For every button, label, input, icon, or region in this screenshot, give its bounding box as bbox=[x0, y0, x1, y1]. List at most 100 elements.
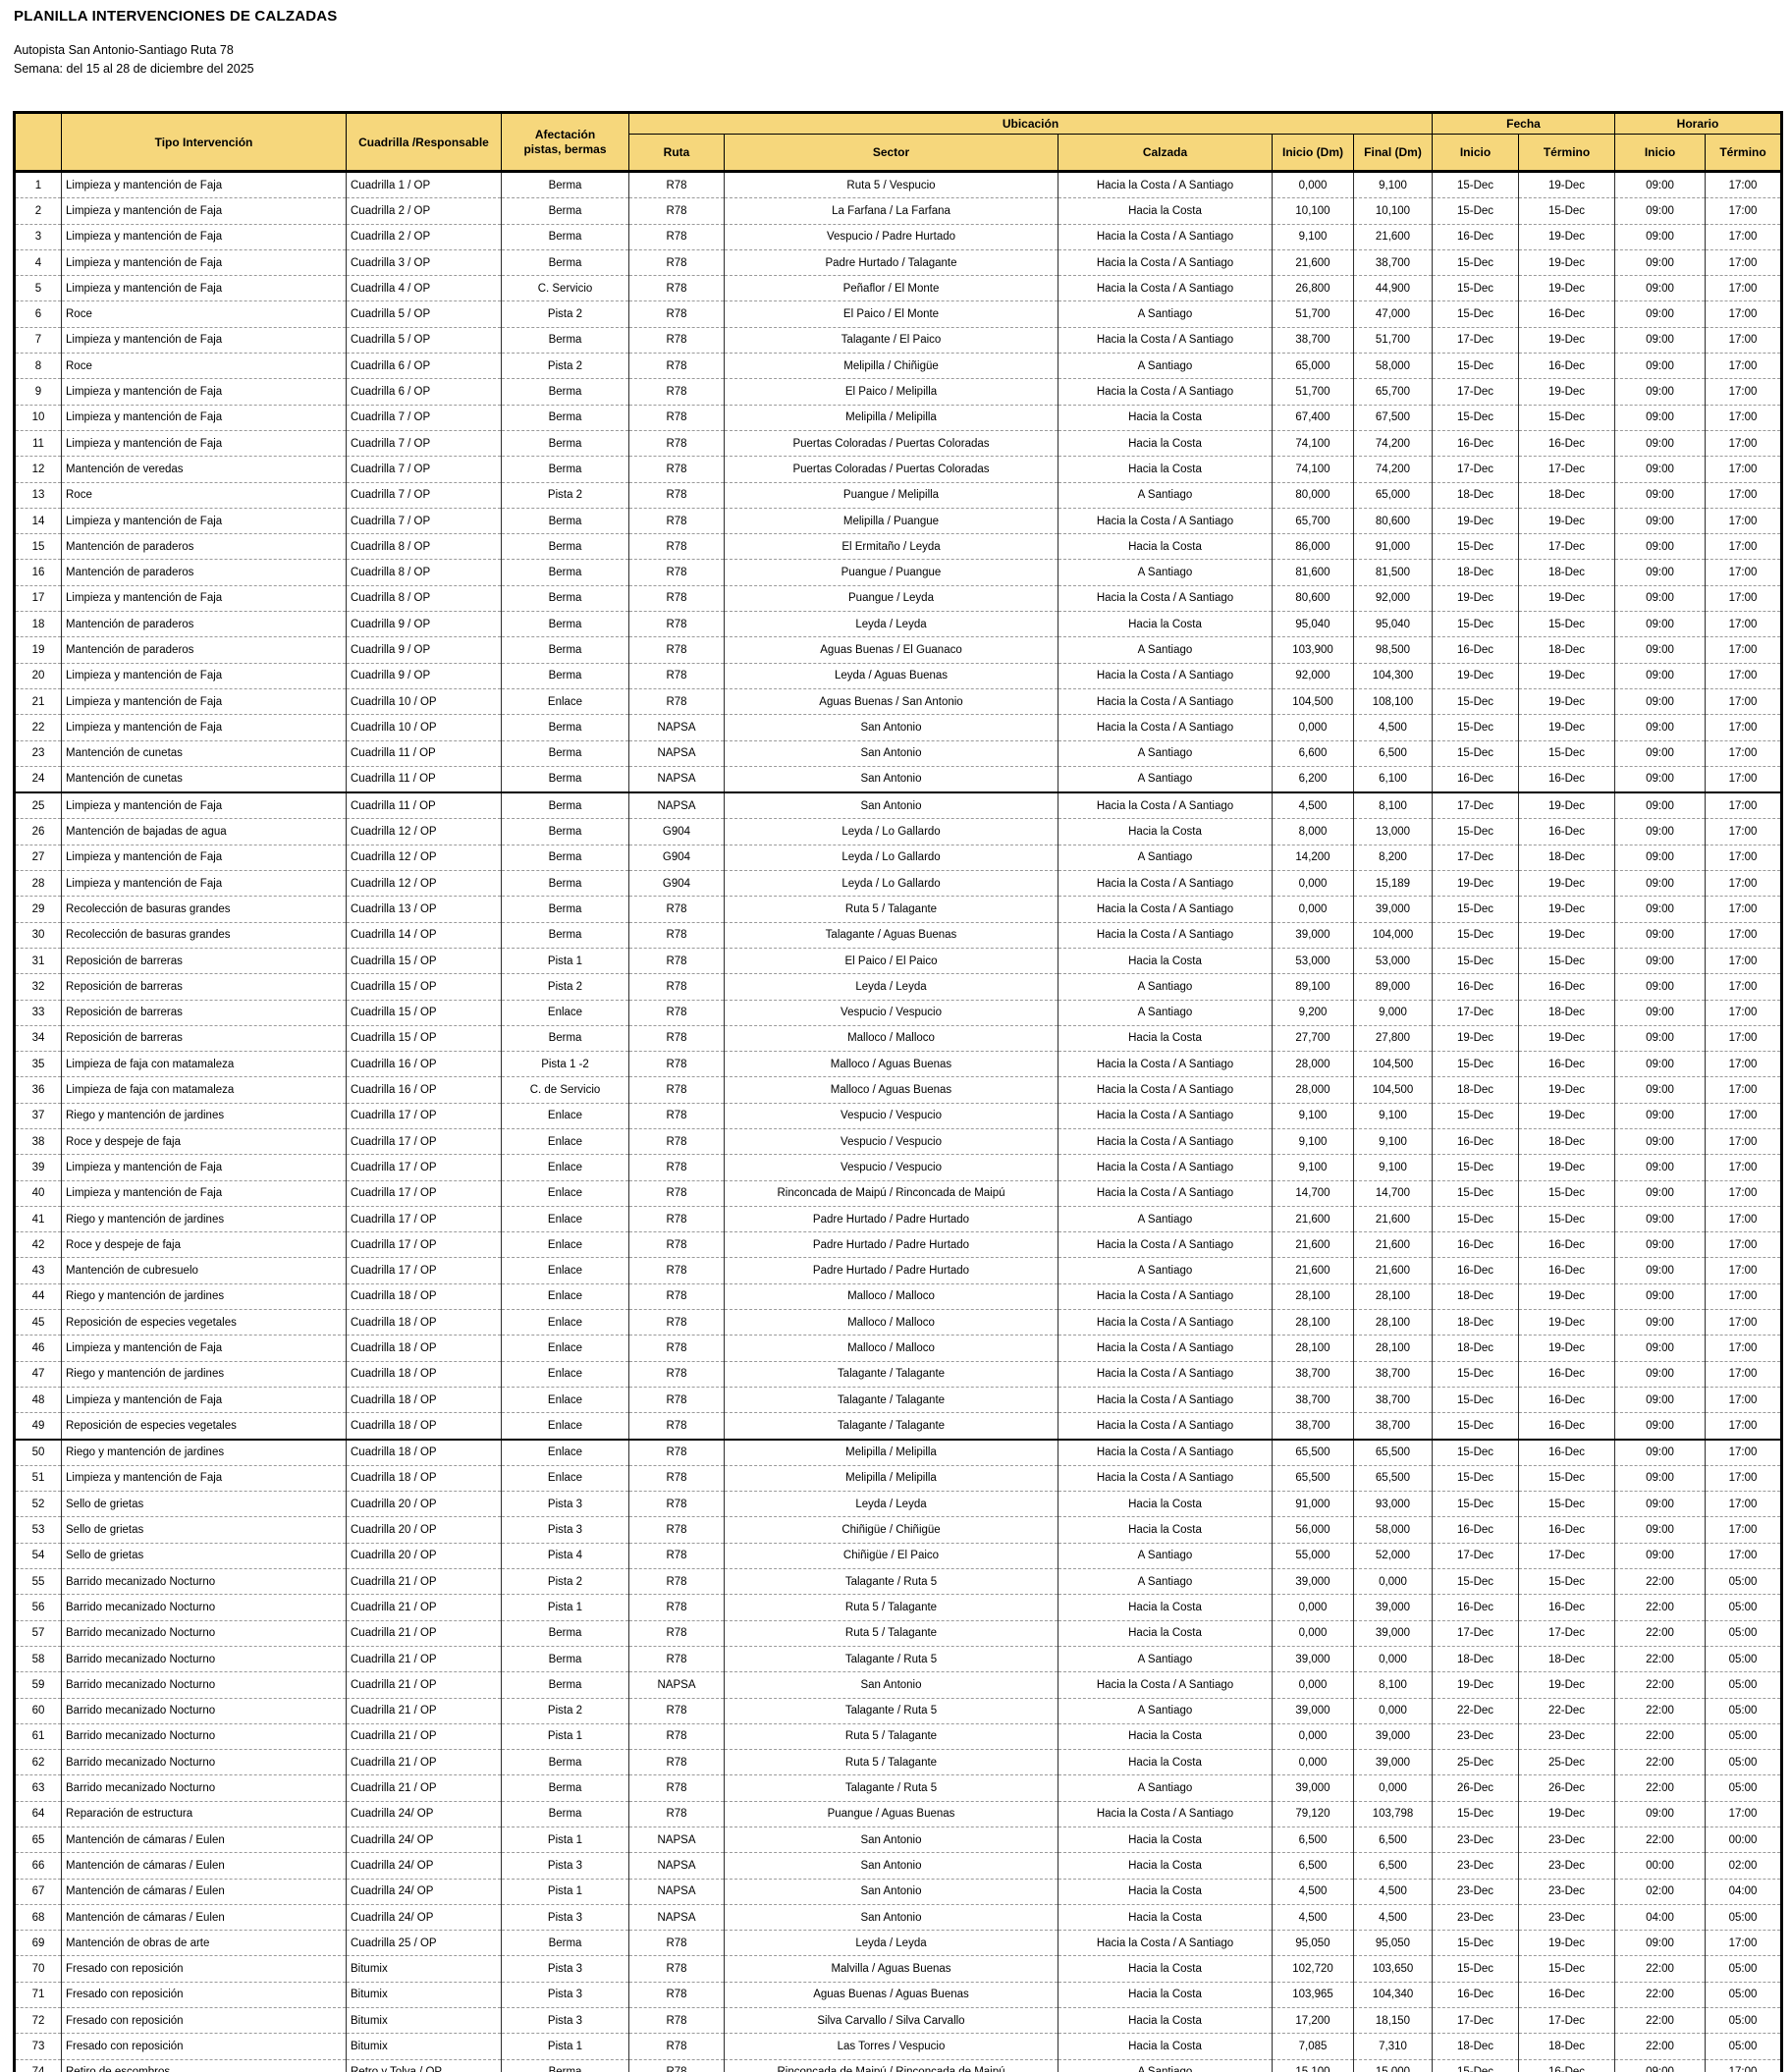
cell-horario-termino: 17:00 bbox=[1705, 1154, 1783, 1181]
subtitle-route: Autopista San Antonio-Santiago Ruta 78 bbox=[14, 43, 234, 57]
cell-cuadrilla-responsable: Cuadrilla 12 / OP bbox=[346, 870, 502, 897]
cell-fecha-termino: 19-Dec bbox=[1518, 275, 1616, 301]
cell-ruta: R78 bbox=[628, 2033, 725, 2060]
cell-num: 10 bbox=[14, 404, 62, 431]
cell-fecha-inicio: 15-Dec bbox=[1432, 171, 1520, 198]
cell-horario-inicio: 09:00 bbox=[1614, 1930, 1707, 1956]
cell-ruta: R78 bbox=[628, 1282, 725, 1310]
cell-tipo-intervencion: Sello de grietas bbox=[61, 1491, 347, 1517]
cell-sector: San Antonio bbox=[724, 1671, 1058, 1699]
cell-sector: Ruta 5 / Talagante bbox=[724, 896, 1058, 923]
cell-inicio-dm: 0,000 bbox=[1272, 714, 1354, 741]
table-row: 38 Roce y despeje de faja Cuadrilla 17 / O… bbox=[14, 1127, 1783, 1155]
cell-sector: Padre Hurtado / Padre Hurtado bbox=[724, 1257, 1058, 1284]
cell-fecha-inicio: 18-Dec bbox=[1432, 559, 1520, 586]
cell-afectacion: Berma bbox=[501, 429, 629, 457]
cell-fecha-inicio: 15-Dec bbox=[1432, 1955, 1520, 1983]
cell-horario-termino: 17:00 bbox=[1705, 1024, 1783, 1052]
cell-tipo-intervencion: Reposición de especies vegetales bbox=[61, 1309, 347, 1336]
cell-fecha-termino: 16-Dec bbox=[1518, 1594, 1616, 1621]
cell-cuadrilla-responsable: Cuadrilla 12 / OP bbox=[346, 818, 502, 845]
cell-fecha-termino: 25-Dec bbox=[1518, 1749, 1616, 1775]
cell-horario-termino: 17:00 bbox=[1705, 275, 1783, 301]
cell-inicio-dm: 102,720 bbox=[1272, 1955, 1354, 1983]
cell-cuadrilla-responsable: Cuadrilla 24/ OP bbox=[346, 1800, 502, 1827]
cell-afectacion: Berma bbox=[501, 818, 629, 845]
cell-afectacion: Berma bbox=[501, 921, 629, 949]
header-ruta: Ruta bbox=[628, 134, 725, 172]
group-header-ubicacion: Ubicación bbox=[627, 112, 1434, 135]
interventions-table: Tipo Intervención Cuadrilla /Responsable… bbox=[13, 111, 1784, 2072]
cell-calzada: Hacia la Costa / A Santiago bbox=[1058, 1309, 1273, 1336]
cell-tipo-intervencion: Retiro de escombros bbox=[61, 2058, 347, 2072]
cell-final-dm: 38,700 bbox=[1352, 1386, 1434, 1413]
header-cuadrilla-responsable: Cuadrilla /Responsable bbox=[346, 112, 502, 172]
cell-ruta: R78 bbox=[628, 559, 725, 586]
cell-final-dm: 8,200 bbox=[1352, 844, 1434, 871]
cell-fecha-inicio: 18-Dec bbox=[1432, 1282, 1520, 1310]
cell-horario-termino: 05:00 bbox=[1705, 1671, 1783, 1699]
cell-fecha-termino: 18-Dec bbox=[1518, 844, 1616, 871]
cell-ruta: R78 bbox=[628, 662, 725, 689]
cell-horario-termino: 17:00 bbox=[1705, 1930, 1783, 1956]
cell-horario-inicio: 09:00 bbox=[1614, 248, 1707, 276]
cell-ruta: R78 bbox=[628, 404, 725, 431]
cell-horario-inicio: 22:00 bbox=[1614, 1671, 1707, 1699]
cell-tipo-intervencion: Fresado con reposición bbox=[61, 2033, 347, 2060]
cell-cuadrilla-responsable: Cuadrilla 18 / OP bbox=[346, 1386, 502, 1413]
cell-afectacion: Pista 3 bbox=[501, 1491, 629, 1517]
cell-final-dm: 39,000 bbox=[1352, 896, 1434, 923]
cell-afectacion: Enlace bbox=[501, 1309, 629, 1336]
table-row: 40 Limpieza y mantención de Faja Cuadrilla… bbox=[14, 1179, 1783, 1207]
cell-fecha-inicio: 15-Dec bbox=[1432, 1568, 1520, 1595]
cell-ruta: NAPSA bbox=[628, 1852, 725, 1880]
cell-num: 11 bbox=[14, 429, 62, 457]
cell-horario-termino: 17:00 bbox=[1705, 1335, 1783, 1362]
cell-horario-inicio: 09:00 bbox=[1614, 1542, 1707, 1569]
cell-fecha-inicio: 15-Dec bbox=[1432, 714, 1520, 741]
cell-ruta: R78 bbox=[628, 1438, 725, 1466]
cell-num: 61 bbox=[14, 1722, 62, 1750]
cell-afectacion: Enlace bbox=[501, 1257, 629, 1284]
cell-cuadrilla-responsable: Cuadrilla 4 / OP bbox=[346, 275, 502, 301]
cell-afectacion: Berma bbox=[501, 197, 629, 225]
cell-afectacion: Enlace bbox=[501, 1412, 629, 1440]
cell-num: 28 bbox=[14, 870, 62, 897]
cell-inicio-dm: 103,965 bbox=[1272, 1981, 1354, 2008]
cell-horario-inicio: 09:00 bbox=[1614, 378, 1707, 406]
cell-inicio-dm: 9,100 bbox=[1272, 1102, 1354, 1129]
cell-horario-inicio: 09:00 bbox=[1614, 1491, 1707, 1517]
cell-horario-termino: 17:00 bbox=[1705, 791, 1783, 819]
cell-tipo-intervencion: Limpieza y mantención de Faja bbox=[61, 1386, 347, 1413]
cell-afectacion: Berma bbox=[501, 662, 629, 689]
cell-horario-inicio: 22:00 bbox=[1614, 1981, 1707, 2008]
cell-fecha-termino: 19-Dec bbox=[1518, 791, 1616, 819]
cell-horario-inicio: 09:00 bbox=[1614, 559, 1707, 586]
cell-horario-termino: 05:00 bbox=[1705, 1568, 1783, 1595]
cell-calzada: Hacia la Costa / A Santiago bbox=[1058, 223, 1273, 250]
cell-tipo-intervencion: Mantención de veredas bbox=[61, 456, 347, 483]
cell-final-dm: 9,000 bbox=[1352, 999, 1434, 1026]
cell-afectacion: Pista 2 bbox=[501, 300, 629, 328]
cell-final-dm: 0,000 bbox=[1352, 1774, 1434, 1802]
cell-sector: Aguas Buenas / El Guanaco bbox=[724, 636, 1058, 664]
cell-ruta: NAPSA bbox=[628, 1826, 725, 1853]
header-fecha-inicio: Inicio bbox=[1432, 134, 1520, 172]
cell-horario-inicio: 09:00 bbox=[1614, 197, 1707, 225]
cell-inicio-dm: 65,500 bbox=[1272, 1464, 1354, 1492]
cell-sector: San Antonio bbox=[724, 1826, 1058, 1853]
cell-horario-inicio: 09:00 bbox=[1614, 1154, 1707, 1181]
cell-tipo-intervencion: Mantención de cunetas bbox=[61, 765, 347, 793]
cell-horario-termino: 05:00 bbox=[1705, 1749, 1783, 1775]
cell-calzada: A Santiago bbox=[1058, 765, 1273, 793]
cell-ruta: R78 bbox=[628, 1179, 725, 1207]
cell-calzada: Hacia la Costa / A Santiago bbox=[1058, 662, 1273, 689]
cell-afectacion: Enlace bbox=[501, 1231, 629, 1258]
cell-sector: El Paico / El Monte bbox=[724, 300, 1058, 328]
header-calzada: Calzada bbox=[1058, 134, 1273, 172]
cell-sector: San Antonio bbox=[724, 739, 1058, 767]
cell-cuadrilla-responsable: Cuadrilla 13 / OP bbox=[346, 896, 502, 923]
cell-horario-inicio: 09:00 bbox=[1614, 1335, 1707, 1362]
cell-fecha-inicio: 15-Dec bbox=[1432, 300, 1520, 328]
